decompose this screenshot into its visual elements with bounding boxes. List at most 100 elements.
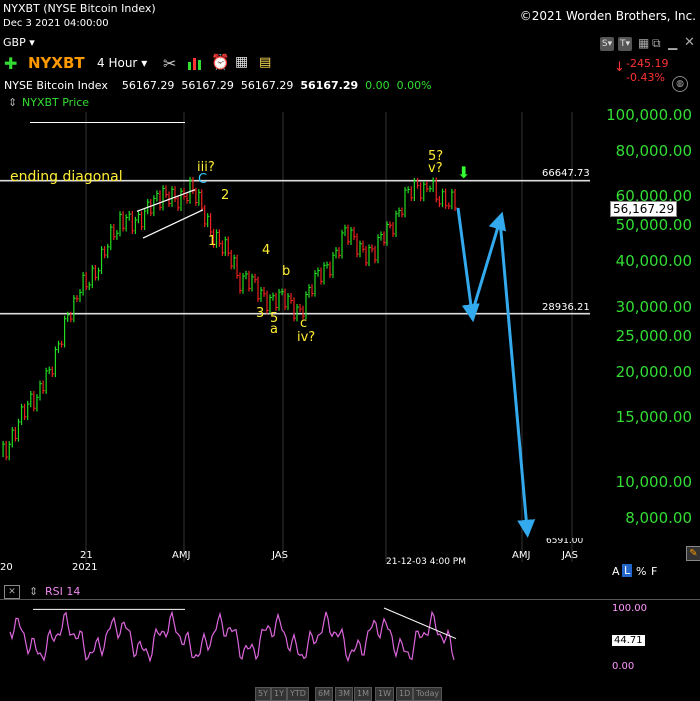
projection-arrow (470, 211, 507, 314)
y-tick-label: 20,000.00 (615, 362, 692, 381)
scale-percent-button[interactable]: % (636, 565, 647, 578)
wave-5-label: 5 (270, 311, 279, 326)
quote-open: 56167.29 (121, 79, 175, 92)
maximize-icon[interactable]: ⧉ (652, 36, 661, 50)
high-line-label: 66647.73 (542, 168, 590, 179)
bars-icon[interactable] (187, 56, 203, 73)
wave-5q-label: 5? (428, 149, 444, 164)
wave-vq-label: v? (428, 161, 443, 176)
minimize-icon[interactable]: ▁ (668, 36, 678, 50)
wave-3-label: 3 (256, 306, 265, 321)
quote-close: 56167.29 (300, 79, 359, 92)
y-tick-label: 8,000.00 (625, 508, 692, 527)
scale-log-button[interactable]: L (622, 564, 633, 577)
partial-price-label: 6591.00 (546, 538, 584, 544)
rsi-tick-0: 0.00 (612, 661, 635, 672)
price-bars (2, 176, 457, 461)
scale-a-button[interactable]: A (612, 565, 620, 578)
y-tick-label: 80,000.00 (615, 141, 692, 160)
y-tick-label: 15,000.00 (615, 408, 692, 427)
period-button[interactable]: Today (413, 687, 443, 701)
rsi-current-label: 44.71 (612, 635, 645, 646)
s-toggle-button[interactable]: S▾ (600, 37, 614, 51)
chart-title: NYXBT (NYSE Bitcoin Index) (3, 2, 156, 15)
scale-f-button[interactable]: F (651, 565, 658, 578)
change-percent: -0.43% (626, 71, 665, 84)
x-label-jas: JAS (272, 550, 288, 561)
y-tick-label: 10,000.00 (615, 473, 692, 491)
copyright: ©2021 Worden Brothers, Inc. (519, 9, 696, 23)
crosshair-date: 21-12-03 4:00 PM (386, 557, 466, 567)
note-icon[interactable]: ▤ (259, 55, 272, 70)
projection-arrow (456, 207, 480, 323)
period-button[interactable]: 1M (354, 687, 372, 701)
wave-c-small-label: c (300, 316, 308, 331)
rsi-line (9, 610, 455, 663)
y-tick-label: 100,000.00 (606, 106, 692, 124)
period-button[interactable]: 1W (375, 687, 394, 701)
period-button[interactable]: 1D (396, 687, 414, 701)
wave-2-label: 2 (221, 188, 230, 203)
rsi-trendline-right (383, 607, 457, 640)
diagonal-lower-line (142, 209, 204, 239)
period-button[interactable]: 5Y (255, 687, 271, 701)
quote-high: 56167.29 (181, 79, 234, 92)
period-button[interactable]: 6M (315, 687, 333, 701)
ending-diagonal-label: ending diagonal (10, 169, 123, 185)
period-button[interactable]: 3M (335, 687, 353, 701)
t-toggle-button[interactable]: T▾ (618, 37, 632, 51)
quote-low: 56167.29 (240, 79, 294, 92)
globe-icon[interactable]: ◍ (672, 76, 688, 92)
wave-iii-label: iii? (197, 160, 215, 175)
quote-name: NYSE Bitcoin Index (4, 79, 108, 92)
chart-date: Dec 3 2021 04:00:00 (3, 18, 109, 29)
updown-icon[interactable]: ⇕ (8, 96, 18, 109)
tools-icon[interactable]: ✂ (163, 54, 177, 73)
change-value: -245.19 (626, 57, 669, 70)
price-panel-label: NYXBT Price (22, 96, 90, 109)
wave-c-label: C (198, 172, 208, 187)
add-icon[interactable]: ✚ (4, 54, 18, 73)
y-tick-label: 25,000.00 (615, 326, 692, 345)
rsi-chart[interactable] (0, 600, 610, 686)
close-icon[interactable]: ✕ (684, 35, 695, 50)
interval-label: 4 Hour (97, 56, 138, 70)
quote-row: NYSE Bitcoin Index 56167.29 56167.29 561… (4, 79, 432, 92)
down-arrow-icon: ↓ (614, 60, 625, 75)
updown-icon[interactable]: ⇕ (29, 585, 39, 598)
current-price-label: 56,167.29 (610, 201, 678, 217)
x-label-2021: 2021 (72, 562, 98, 573)
quote-change: 0.00 (365, 79, 390, 92)
quote-change-percent: 0.00% (396, 79, 432, 92)
layout-icon[interactable]: ▦ (638, 36, 650, 50)
x-label-20: 20 (0, 562, 13, 573)
grid (0, 112, 590, 562)
y-tick-label: 30,000.00 (615, 297, 692, 316)
pencil-icon[interactable]: ✎ (686, 546, 700, 561)
x-label-jas2: JAS (562, 550, 578, 561)
symbol[interactable]: NYXBT (28, 54, 85, 72)
wave-iv-label: iv? (297, 330, 316, 345)
interval-select[interactable]: 4 Hour ▾ (97, 56, 147, 70)
wave-a-label: a (270, 322, 278, 337)
price-chart[interactable] (0, 112, 700, 562)
currency-select[interactable]: GBP ▾ (3, 36, 35, 49)
projection-arrow (498, 220, 536, 538)
period-button[interactable]: YTD (287, 687, 309, 701)
x-label-amj: AMJ (172, 550, 191, 561)
period-button[interactable]: 1Y (271, 687, 287, 701)
currency-label: GBP (3, 36, 26, 49)
calculator-icon[interactable]: ▦ (235, 54, 249, 70)
chevron-down-icon: ▾ (141, 56, 148, 70)
rsi-lines (9, 607, 457, 663)
low-line-label: 28936.21 (542, 302, 590, 313)
y-tick-label: 40,000.00 (615, 252, 692, 271)
x-label-amj2: AMJ (512, 550, 531, 561)
close-panel-icon[interactable]: ✕ (4, 585, 20, 599)
panel-divider (0, 599, 700, 600)
wave-b-label: b (282, 264, 291, 279)
wave-1-label: 1 (208, 234, 217, 249)
alarm-clock-icon[interactable]: ⏰ (211, 53, 230, 71)
x-label-21: 21 (80, 550, 93, 561)
chevron-down-icon: ▾ (29, 36, 35, 49)
